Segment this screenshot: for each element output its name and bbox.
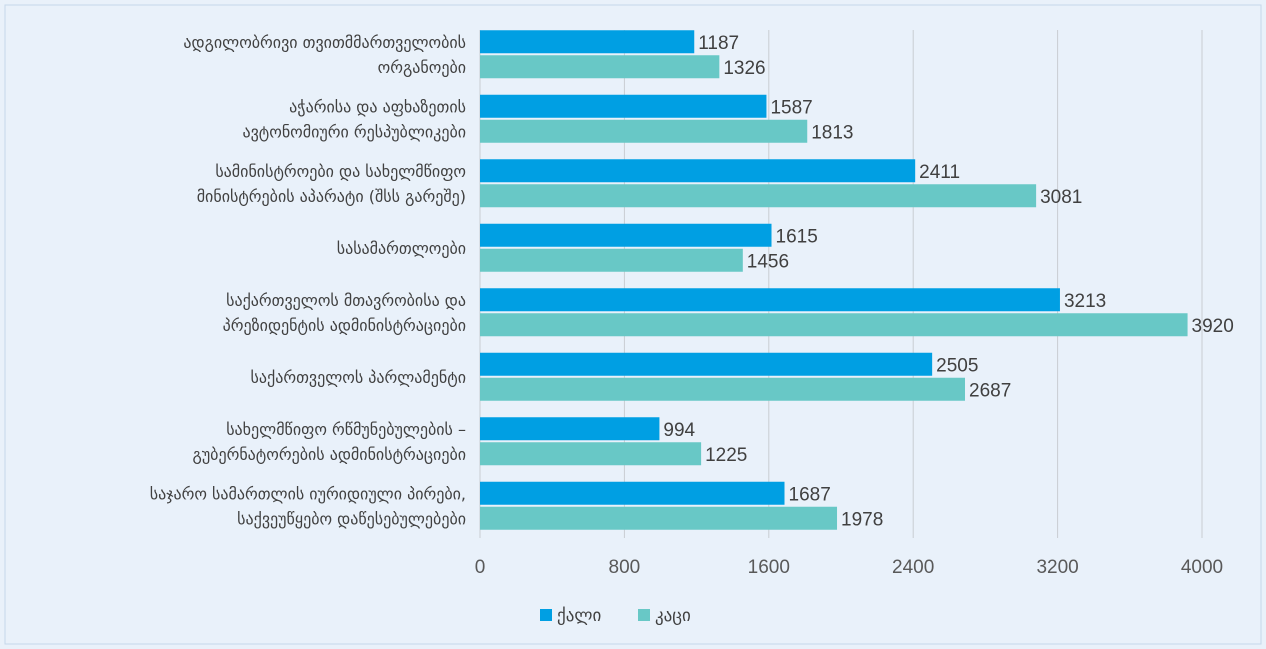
x-tick-label: 800 xyxy=(609,557,641,578)
bar-women xyxy=(480,481,785,505)
data-label: 2505 xyxy=(936,355,978,376)
data-label: 1326 xyxy=(723,58,765,79)
category-label: საქართველოს მთავრობისა და პრეზიდენტის ადმ… xyxy=(223,291,466,335)
legend-swatch xyxy=(638,609,650,621)
x-axis-ticks: 0 800 1600 2400 3200 4000 xyxy=(475,557,1223,578)
x-tick-label: 4000 xyxy=(1181,557,1223,578)
x-tick-label: 3200 xyxy=(1036,557,1078,578)
category-label-line: სასამართლოები xyxy=(337,239,466,258)
data-label: 994 xyxy=(663,420,695,441)
data-label: 3081 xyxy=(1040,187,1082,208)
data-label: 1187 xyxy=(698,33,739,54)
bar-women xyxy=(480,417,660,441)
category-label: საქართველოს პარლამენტი xyxy=(251,368,466,387)
data-label: 1225 xyxy=(705,445,747,466)
bar-women xyxy=(480,223,772,247)
category-label-line: სამინისტროები და სახელმწიფო xyxy=(215,162,466,181)
bar-women xyxy=(480,30,695,54)
bar-men xyxy=(480,377,966,401)
category-label-line: სახელმწიფო რწმუნებულების – xyxy=(226,420,466,439)
category-label-line: აჭარისა და აფხაზეთის xyxy=(289,97,466,116)
category-label: სასამართლოები xyxy=(337,239,466,258)
category-label-line: საჯარო სამართლის იურიდიული პირები, xyxy=(150,484,466,503)
x-tick-label: 2400 xyxy=(892,557,934,578)
bar-women xyxy=(480,94,767,118)
legend-label: ქალი xyxy=(557,606,601,626)
category-label-line: ავტონომიური რესპუბლიკები xyxy=(242,122,466,141)
category-label: სამინისტროები და სახელმწიფო მინისტრების ა… xyxy=(197,162,466,206)
data-label: 1687 xyxy=(789,484,831,505)
category-label-line: საქართველოს მთავრობისა და xyxy=(226,291,466,310)
data-label: 1587 xyxy=(770,97,812,118)
data-label: 1615 xyxy=(776,226,818,247)
category-label-line: გუბერნატორების ადმინისტრაციები xyxy=(193,445,466,464)
bar-men xyxy=(480,55,720,79)
bar-men xyxy=(480,313,1188,337)
bar-women xyxy=(480,288,1060,312)
data-label: 3213 xyxy=(1064,291,1106,312)
category-label-line: საქვეუწყებო დაწესებულებები xyxy=(237,509,466,528)
category-label-line: ორგანოები xyxy=(378,58,466,77)
category-label: საჯარო სამართლის იურიდიული პირები, საქვეუ… xyxy=(150,484,466,528)
category-label-line: ადგილობრივი თვითმმართველობის xyxy=(183,33,466,52)
bar-women xyxy=(480,159,916,183)
category-label-line: მინისტრების აპარატი (შსს გარეშე) xyxy=(197,187,466,206)
data-label: 2687 xyxy=(969,380,1011,401)
legend-label: კაცი xyxy=(655,606,691,626)
data-label: 3920 xyxy=(1192,316,1234,337)
x-tick-label: 1600 xyxy=(748,557,790,578)
data-label: 2411 xyxy=(919,162,960,183)
legend-swatch xyxy=(540,609,552,621)
bar-men xyxy=(480,442,702,466)
bar-men xyxy=(480,119,808,143)
bar-men xyxy=(480,184,1037,208)
bar-men xyxy=(480,248,743,272)
data-label: 1456 xyxy=(747,251,789,272)
category-label-line: საქართველოს პარლამენტი xyxy=(251,368,466,387)
data-label: 1813 xyxy=(811,122,853,143)
bar-women xyxy=(480,352,933,376)
legend: ქალი კაცი xyxy=(540,606,691,626)
bar-men xyxy=(480,506,838,530)
category-label: ადგილობრივი თვითმმართველობის ორგანოები xyxy=(183,33,466,77)
data-label: 1978 xyxy=(841,509,883,530)
category-label: სახელმწიფო რწმუნებულების – გუბერნატორების… xyxy=(193,420,466,464)
x-tick-label: 0 xyxy=(475,557,486,578)
category-label-line: პრეზიდენტის ადმინისტრაციები xyxy=(223,316,466,335)
category-labels: ადგილობრივი თვითმმართველობის ორგანოები აჭა… xyxy=(150,33,466,529)
category-label: აჭარისა და აფხაზეთის ავტონომიური რესპუბლი… xyxy=(242,97,466,141)
